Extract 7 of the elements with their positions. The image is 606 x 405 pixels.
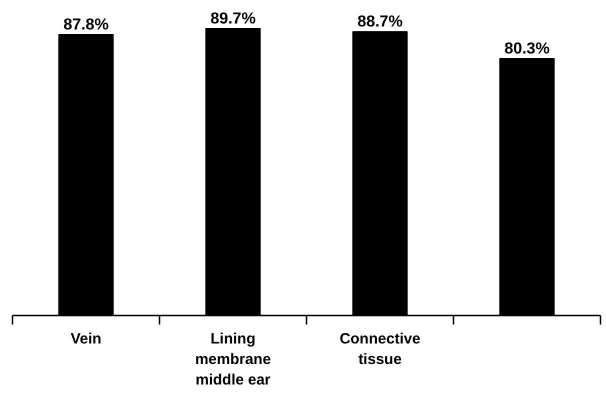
data-label: 88.7% [357,14,403,31]
x-tick-label: Vein [70,330,102,348]
x-tick-label: Connective tissue [340,330,420,368]
x-tick-label: Lining membrane middle ear [195,330,271,388]
data-label: 80.3% [504,40,550,58]
data-label: 87.8% [63,16,109,34]
data-label: 89.7% [210,10,256,28]
